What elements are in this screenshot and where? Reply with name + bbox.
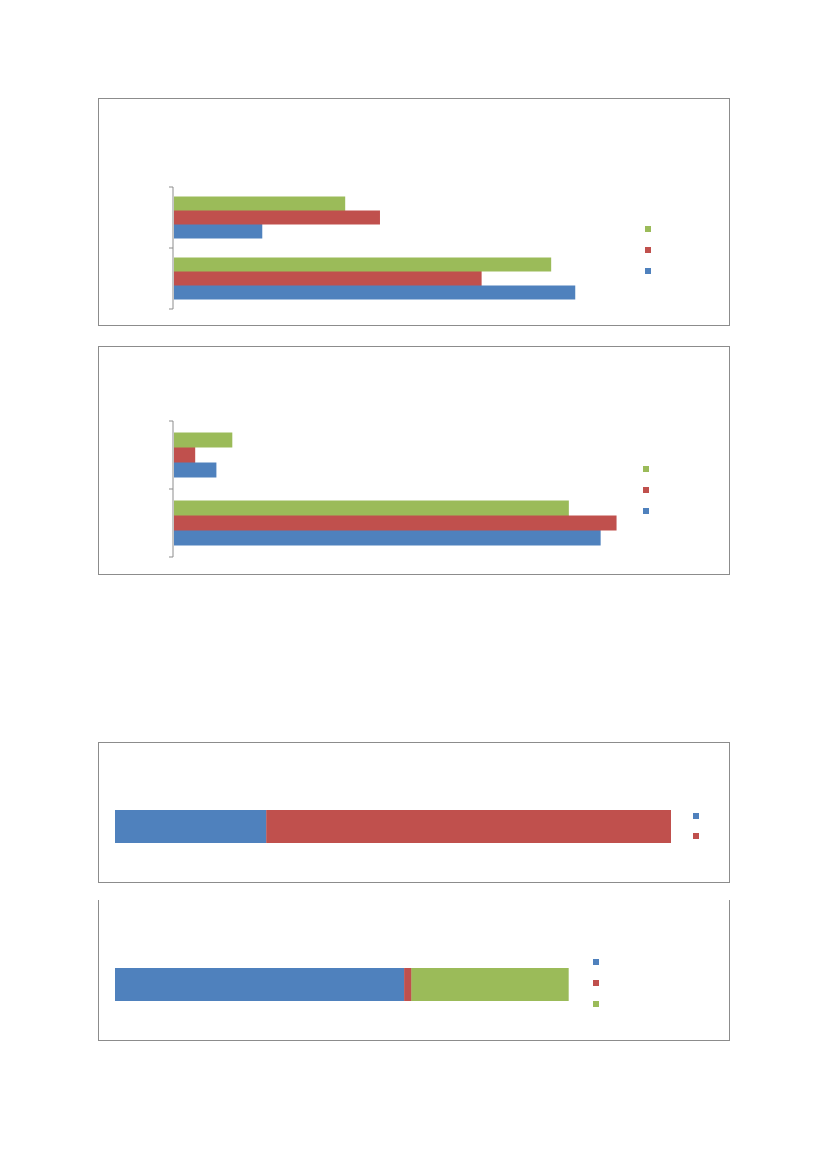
chart-1-frame: [98, 98, 730, 326]
bar-series-1-category-2: [174, 462, 217, 478]
stacked-segment-series-2: [404, 968, 412, 1001]
legend-marker-series-3: [645, 226, 651, 232]
chart-3-svg: [115, 810, 699, 843]
legend-marker-series-1: [593, 959, 599, 965]
bar-series-2-category-2: [174, 447, 196, 463]
legend-marker-series-2: [593, 980, 599, 986]
bar-series-2-category-2: [174, 210, 380, 225]
chart-2-frame: [98, 346, 730, 575]
legend-marker-series-1: [645, 268, 651, 274]
bar-series-3-category-2: [174, 196, 346, 211]
legend-marker-series-1: [643, 508, 649, 514]
bar-series-2-category-1: [174, 515, 617, 531]
bar-series-1-category-1: [174, 530, 601, 546]
chart-3-frame: [98, 742, 730, 883]
stacked-segment-series-3: [411, 968, 569, 1001]
bar-series-3-category-1: [174, 257, 552, 272]
bar-series-3-category-1: [174, 500, 569, 516]
bar-series-3-category-2: [174, 432, 233, 448]
stacked-segment-series-1: [115, 968, 405, 1001]
legend-marker-series-3: [643, 466, 649, 472]
chart-4-svg: [115, 959, 599, 1007]
legend-marker-series-3: [593, 1001, 599, 1007]
bar-series-2-category-1: [174, 271, 482, 286]
chart-1-svg: [169, 186, 651, 310]
legend-marker-series-1: [693, 813, 699, 819]
legend-marker-series-2: [643, 487, 649, 493]
chart-2-svg: [169, 420, 649, 558]
stacked-segment-series-1: [115, 810, 267, 843]
chart-4-frame: [98, 900, 730, 1041]
stacked-segment-series-2: [266, 810, 671, 843]
legend-marker-series-2: [645, 247, 651, 253]
bar-series-1-category-2: [174, 224, 263, 239]
bar-series-1-category-1: [174, 285, 576, 300]
legend-marker-series-2: [693, 833, 699, 839]
